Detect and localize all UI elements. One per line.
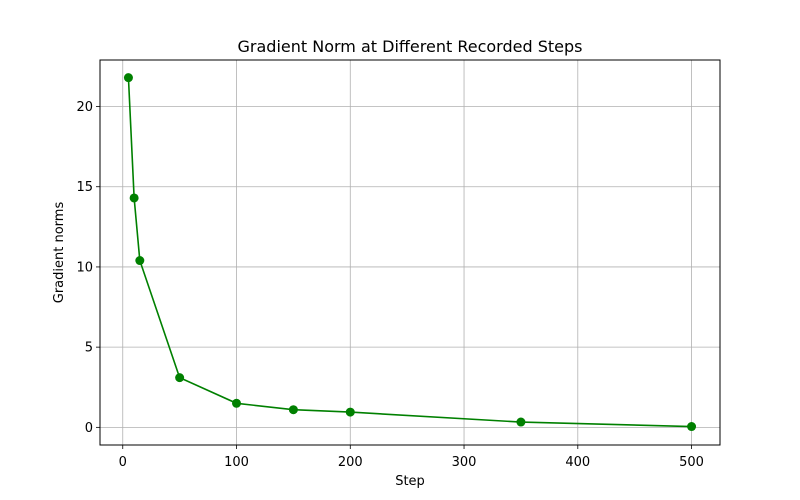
x-tick-label: 0 <box>119 455 127 470</box>
y-axis-label: Gradient norms <box>52 202 67 304</box>
x-tick-label: 500 <box>679 455 704 470</box>
x-tick-label: 400 <box>565 455 590 470</box>
data-point <box>135 256 145 266</box>
chart-title: Gradient Norm at Different Recorded Step… <box>238 37 583 56</box>
series-line <box>127 77 692 428</box>
y-tick-label: 5 <box>85 341 93 356</box>
x-axis-label: Step <box>395 474 425 489</box>
y-tick-label: 0 <box>85 421 93 436</box>
data-point <box>687 422 697 432</box>
data-point <box>288 405 298 415</box>
data-point <box>232 398 242 408</box>
data-point <box>123 73 133 83</box>
data-point <box>175 373 185 383</box>
x-tick-label: 300 <box>452 455 477 470</box>
data-point <box>345 407 355 417</box>
y-tick-label: 20 <box>76 100 93 115</box>
ticks: 0 100 200 300 400 500 0 5 10 15 20 <box>76 100 704 470</box>
plot-frame <box>99 59 721 446</box>
data-point <box>129 193 139 203</box>
x-tick-label: 100 <box>224 455 249 470</box>
y-tick-label: 15 <box>76 180 93 195</box>
grid <box>100 60 720 445</box>
data-point <box>516 417 526 427</box>
y-tick-label: 10 <box>76 260 93 275</box>
x-tick-label: 200 <box>338 455 363 470</box>
series-layer <box>123 73 697 432</box>
